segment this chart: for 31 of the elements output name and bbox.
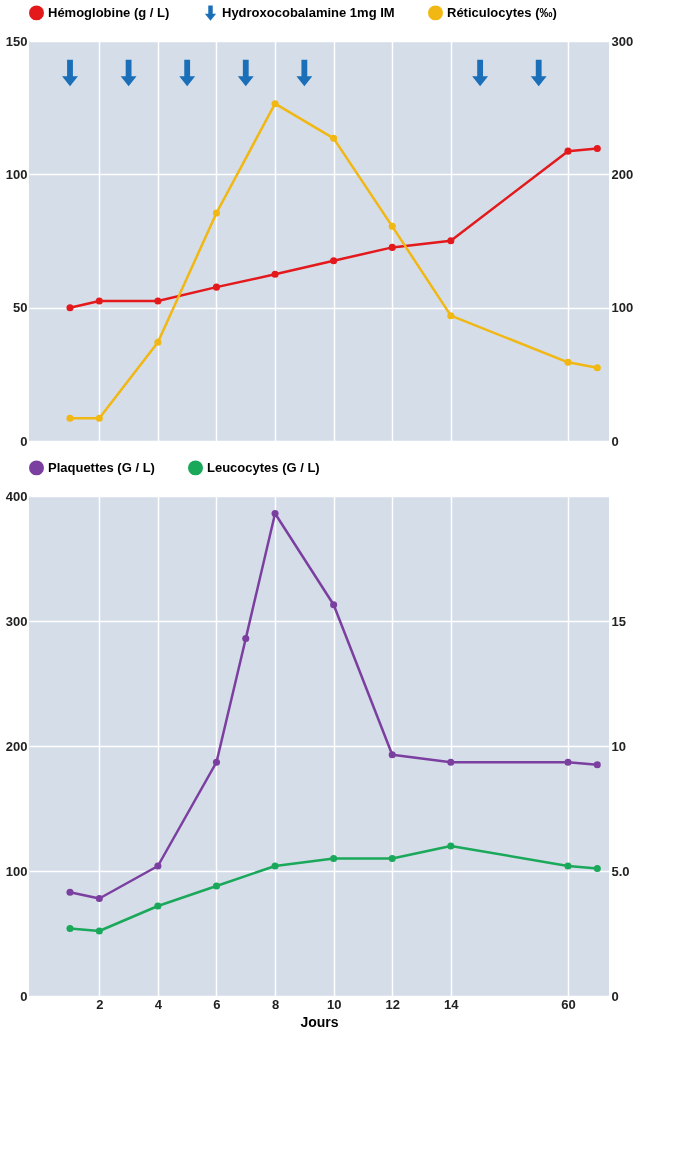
y2-tick-label: 0 [611, 433, 619, 449]
y2-tick-label: 200 [611, 166, 634, 182]
y-tick-label: 50 [13, 300, 28, 316]
y2-tick-label: 0 [611, 988, 619, 1004]
x-tick-label: 4 [154, 996, 163, 1012]
legend-label: Réticulocytes (‰) [447, 4, 557, 20]
y2-tick-label: 15 [611, 613, 626, 629]
x-tick-label: 2 [96, 996, 104, 1012]
x-tick-label: 10 [326, 996, 342, 1012]
legend-label: Plaquettes (G / L) [48, 459, 155, 475]
y-tick-label: 400 [5, 488, 28, 504]
y-tick-label: 200 [5, 738, 28, 754]
x-tick-label: 60 [561, 996, 576, 1012]
y2-tick-label: 100 [611, 300, 634, 316]
y2-tick-label: 300 [611, 33, 634, 49]
y-tick-label: 100 [5, 166, 28, 182]
x-tick-label: 12 [385, 996, 400, 1012]
legend-label: Hémoglobine (g / L) [48, 4, 170, 20]
y-tick-label: 0 [20, 433, 28, 449]
y-tick-label: 150 [5, 33, 28, 49]
y-tick-label: 300 [5, 613, 28, 629]
legend-label: Hydroxocobalamine 1mg IM [222, 4, 395, 20]
x-tick-label: 8 [271, 996, 280, 1012]
x-tick-label: 14 [444, 996, 460, 1012]
x-axis-title: Jours [300, 1013, 339, 1030]
y2-tick-label: 5.0 [611, 863, 630, 879]
y-tick-label: 0 [20, 988, 28, 1004]
legend-label: Leucocytes (G / L) [207, 459, 320, 475]
y2-tick-label: 10 [611, 738, 626, 754]
y-tick-label: 100 [5, 863, 28, 879]
x-tick-label: 6 [213, 996, 221, 1012]
